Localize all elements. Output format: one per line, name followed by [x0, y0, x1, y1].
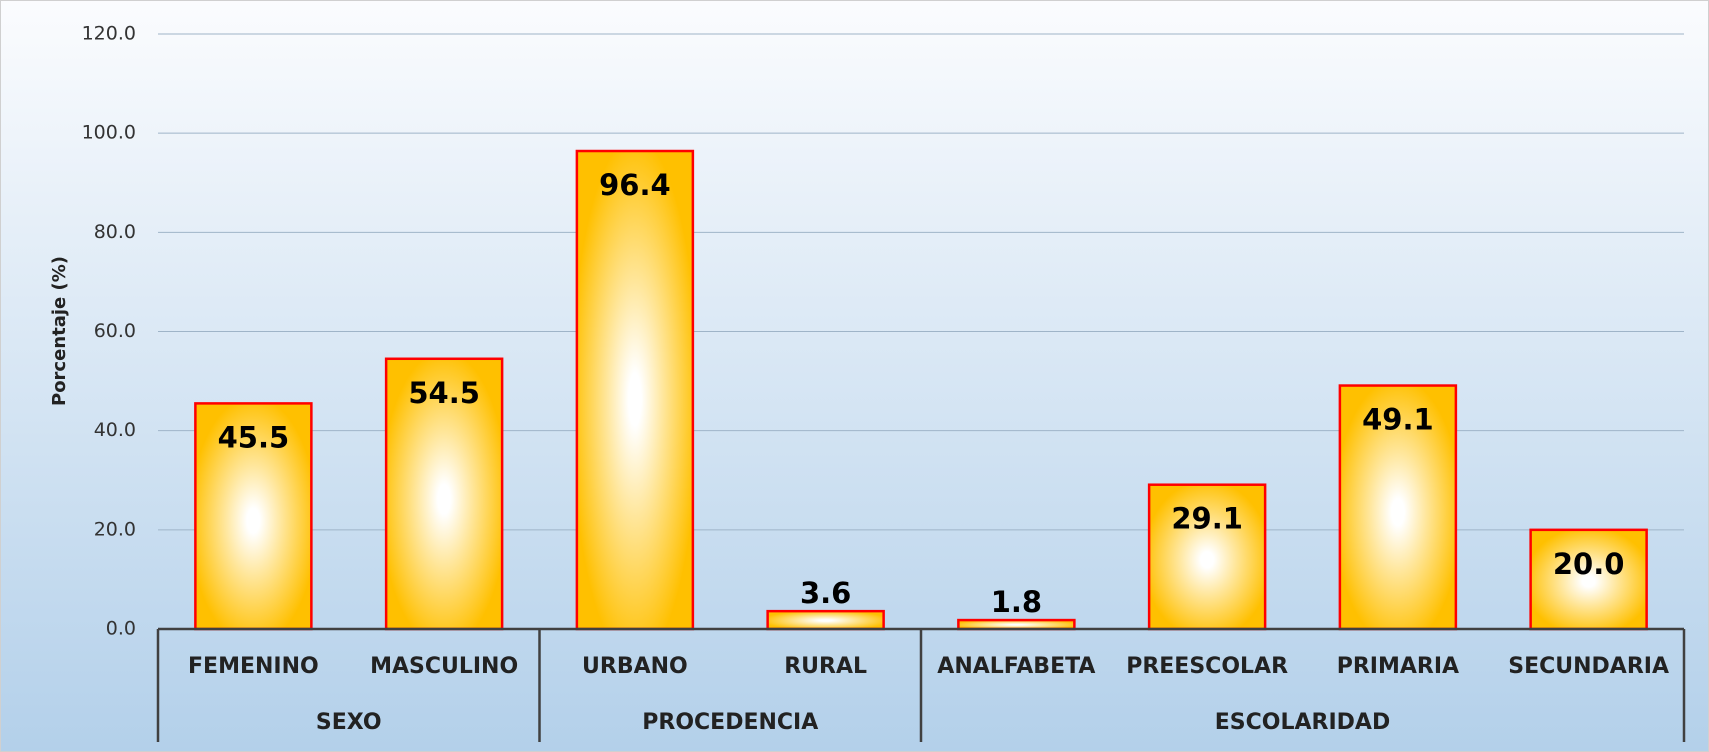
- group-label: SEXO: [316, 710, 382, 735]
- x-tick-label: PREESCOLAR: [1126, 654, 1288, 679]
- data-label: 96.4: [599, 168, 671, 202]
- data-label: 49.1: [1362, 403, 1434, 437]
- group-label: ESCOLARIDAD: [1215, 710, 1390, 735]
- x-tick-label: ANALFABETA: [937, 654, 1095, 679]
- y-tick-label: 60.0: [94, 320, 136, 342]
- y-tick-label: 0.0: [106, 618, 136, 640]
- x-tick-label: MASCULINO: [370, 654, 518, 679]
- bar: [766, 609, 885, 631]
- data-label: 45.5: [218, 420, 290, 454]
- x-tick-label: URBANO: [582, 654, 688, 679]
- data-label: 54.5: [408, 376, 480, 410]
- bar: [194, 402, 313, 631]
- bar: [1529, 528, 1648, 631]
- y-axis-label: Porcentaje (%): [49, 256, 70, 406]
- bar: [1338, 384, 1458, 631]
- group-label: PROCEDENCIA: [642, 710, 818, 735]
- bar: [957, 618, 1076, 631]
- data-label: 3.6: [800, 576, 851, 610]
- data-label: 20.0: [1553, 547, 1625, 581]
- y-tick-label: 100.0: [82, 122, 136, 144]
- data-label: 1.8: [991, 585, 1042, 619]
- y-tick-label: 120.0: [82, 23, 136, 45]
- y-tick-label: 80.0: [94, 221, 136, 243]
- bar: [575, 149, 695, 631]
- y-tick-label: 20.0: [94, 518, 136, 540]
- x-tick-label: FEMENINO: [188, 654, 319, 679]
- y-tick-label: 40.0: [94, 419, 136, 441]
- x-tick-label: SECUNDARIA: [1508, 654, 1669, 679]
- data-label: 29.1: [1171, 502, 1243, 536]
- x-tick-label: RURAL: [784, 654, 867, 679]
- x-tick-label: PRIMARIA: [1337, 654, 1459, 679]
- bar: [384, 357, 504, 631]
